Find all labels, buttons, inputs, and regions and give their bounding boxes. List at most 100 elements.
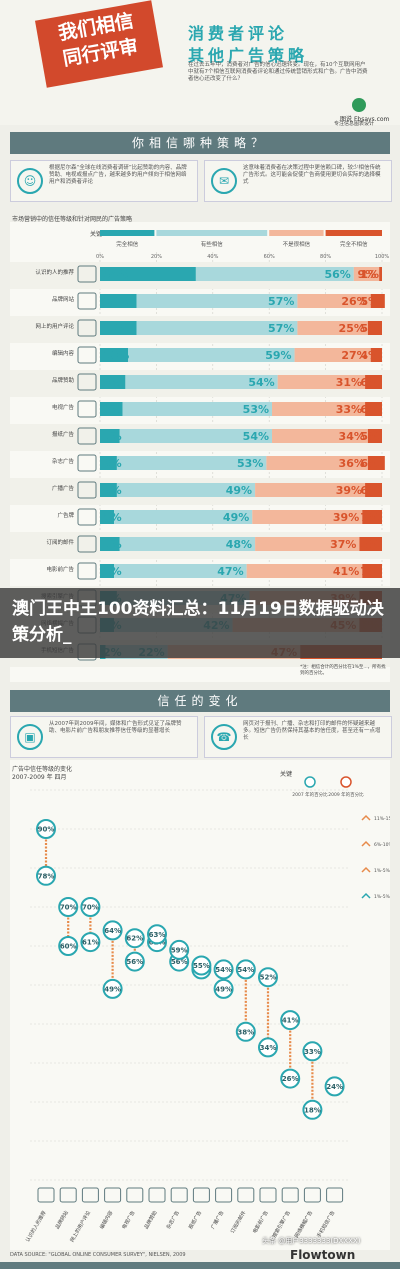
legend-swatch [269, 230, 324, 236]
category-label: 电视广告 [52, 403, 75, 411]
category-icon [77, 319, 97, 337]
data-label: 57% [268, 295, 294, 308]
legend-swatch [156, 230, 268, 236]
category-icon [37, 1187, 55, 1203]
section2-intro-left: 从2007年到2009年间，媒体和广告形式见证了品牌赞助、电影片前广告和朋友推荐… [49, 721, 182, 734]
dot-2009-label: 59% [171, 946, 188, 954]
legend-swatch [100, 230, 155, 236]
data-label: 26% [341, 295, 367, 308]
data-label: 56% [324, 268, 350, 281]
data-label: 39% [333, 511, 359, 524]
dot-2009-label: 41% [282, 1017, 299, 1025]
bar-segment [277, 375, 366, 389]
dot-2009 [169, 939, 190, 960]
bar-segment [370, 294, 385, 308]
change-legend-label: 11%-15% 增长 [374, 815, 390, 822]
overlay-caption: 澳门王中王100资料汇总：11月19日数据驱动决策分析_ [0, 588, 400, 658]
dot-2009-label: 54% [215, 966, 232, 974]
data-label: 41% [333, 565, 359, 578]
category-icon [215, 1187, 233, 1203]
dot-2007 [302, 1099, 323, 1120]
data-label: 34% [103, 268, 129, 281]
bar-segment [297, 321, 368, 335]
bar-segment [255, 537, 360, 551]
dot-2007 [36, 865, 56, 886]
category-icon [303, 1187, 321, 1203]
legend-label: 完全相信 [116, 240, 139, 248]
data-label: 53% [243, 403, 269, 416]
category-icon [59, 1187, 77, 1203]
data-label: 48% [226, 538, 252, 551]
bar-segment [252, 510, 363, 524]
change-arrow-icon [361, 866, 371, 873]
category-label: 品牌网站 [54, 1210, 70, 1231]
x-tick-label: 80% [320, 254, 331, 260]
category-label: 品牌赞助 [52, 376, 75, 384]
bar-segment [195, 267, 354, 281]
dot-2009-label: 70% [60, 904, 77, 912]
legend-header: 关键 [90, 230, 102, 238]
dot-2009-label: 63% [149, 931, 166, 939]
dot-2009 [302, 1041, 323, 1062]
category-icon [126, 1187, 144, 1203]
data-label: 5% [360, 295, 379, 308]
x-tick-label: 40% [207, 254, 218, 260]
bar-segment [367, 429, 382, 443]
dot-2009 [191, 955, 212, 976]
data-label: 47% [217, 565, 243, 578]
section1-intro-left-box: ☺ 根据尼尔森“全球在线消费者调研”比起赞助的内容、品牌赞助、电视或报点广告，越… [10, 160, 198, 202]
chart1-note: *注：相信合计的百分比在1%至...，所有找到的百分比。 [300, 665, 386, 676]
dot-2009-label: 62% [126, 935, 143, 943]
data-label: 5% [360, 322, 379, 335]
dot-2007 [235, 1021, 256, 1042]
brand-sub: 专注信息图表设计 [334, 121, 375, 127]
bar-segment [370, 348, 382, 362]
bar-segment [116, 456, 267, 470]
data-label: 13% [103, 322, 129, 335]
dot-2009-label: 70% [82, 904, 99, 912]
bar-segment [365, 402, 382, 416]
data-label: 36% [339, 457, 365, 470]
category-label: 品牌网站 [52, 295, 75, 303]
bar-segment [100, 537, 120, 551]
bar-segment [367, 456, 385, 470]
dot-2009 [235, 959, 256, 980]
bar-segment [266, 456, 368, 470]
dot-2007-label: 26% [282, 1075, 299, 1083]
footer-logo: Flowtown [290, 1248, 356, 1262]
dot-2009-label: 33% [304, 1048, 321, 1056]
category-icon [77, 346, 97, 364]
category-icon [170, 1187, 188, 1203]
bar-segment [128, 348, 295, 362]
change-legend-label: 6%-10% 增长 [374, 841, 390, 848]
bar-segment [136, 321, 298, 335]
bar-segment [100, 483, 117, 497]
dot-2007-label: 38% [237, 1028, 254, 1036]
brand-block: 图说 Fbsays.com [340, 114, 389, 123]
bar-segment [100, 348, 129, 362]
data-label: 39% [336, 484, 362, 497]
legend-swatch [325, 230, 382, 236]
dot-2007 [258, 1037, 278, 1058]
category-label: 广播广告 [52, 484, 75, 492]
category-label: 搜索引擎广告 [271, 1210, 292, 1239]
dot-2007-label: 60% [60, 943, 77, 951]
category-icon [77, 562, 97, 580]
data-label: 8% [103, 403, 122, 416]
page-title-line2: 其他广告策略 [188, 46, 309, 65]
dot-2007-label: 49% [104, 985, 121, 993]
data-label: 6% [360, 484, 379, 497]
bar-segment [136, 294, 298, 308]
data-label: 54% [243, 430, 269, 443]
data-label: 6% [103, 484, 122, 497]
data-label: 6% [360, 376, 379, 389]
category-icon [326, 1187, 344, 1203]
section2-intro-left-box: ▣ 从2007年到2009年间，媒体和广告形式见证了品牌赞助、电影片前广告和朋友… [10, 716, 198, 758]
data-label: 7% [103, 430, 122, 443]
bar-segment [294, 348, 371, 362]
data-label: 5% [103, 511, 122, 524]
chat-icon: ✉ [211, 168, 237, 194]
dot-2007 [124, 951, 145, 972]
dot-2009 [147, 924, 167, 945]
bar-segment [114, 510, 253, 524]
